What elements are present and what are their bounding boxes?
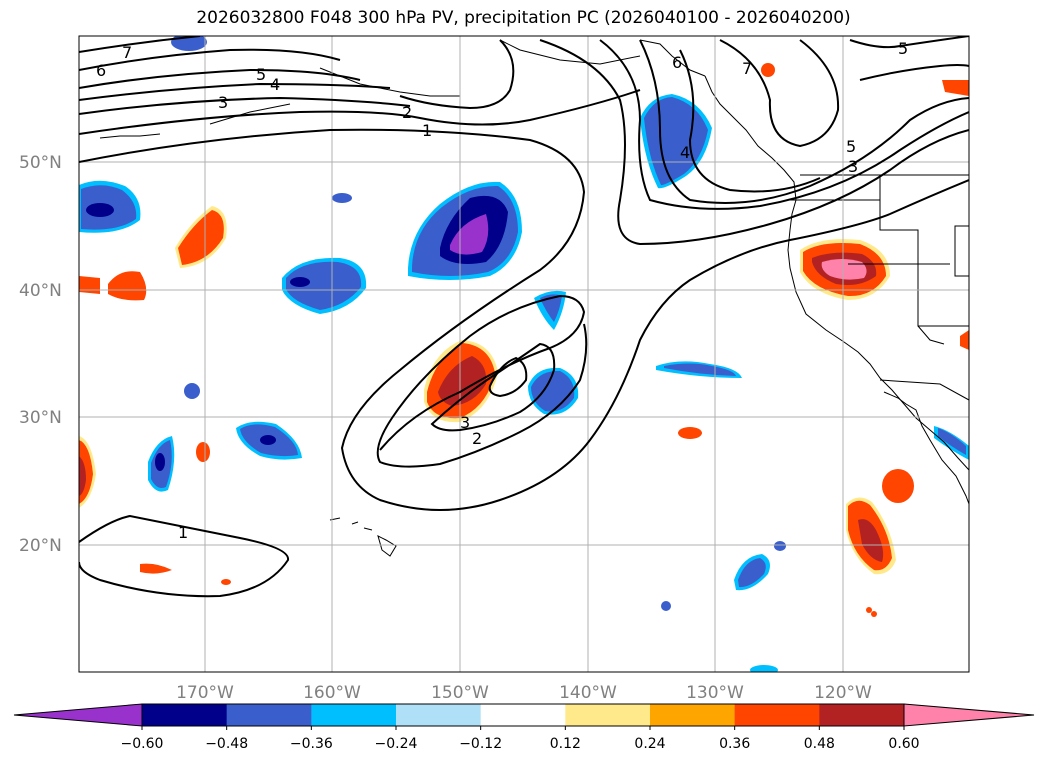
pv-contour-line <box>79 48 341 71</box>
contour-label: 3 <box>460 413 470 432</box>
contour-label: 4 <box>680 143 690 162</box>
map-panel: 7 6 5 4 3 2 1 5 6 7 4 5 3 3 2 1 <box>79 36 969 672</box>
latitude-labels: 50°N 40°N 30°N 20°N <box>19 153 62 556</box>
precip-blob-neg <box>184 383 200 399</box>
colorbar-cell <box>734 704 820 726</box>
longitude-label: 120°W <box>814 683 872 703</box>
contour-label: 7 <box>122 43 132 62</box>
precip-blob-neg <box>282 257 367 314</box>
colorbar-extend-high <box>903 703 1035 727</box>
precip-blob-pos <box>140 63 969 617</box>
longitude-label: 130°W <box>686 683 744 703</box>
pv-contour-line <box>859 64 969 81</box>
pv-contour-line <box>719 39 840 148</box>
pv-contour-line <box>679 49 821 193</box>
contour-label: 1 <box>178 523 188 542</box>
pv-contour-line <box>849 36 969 49</box>
precip-blob-neg <box>148 436 175 492</box>
contour-label: 3 <box>848 157 858 176</box>
latitude-label: 30°N <box>19 408 62 428</box>
colorbar-cell <box>226 704 312 726</box>
contour-label: 3 <box>218 93 228 112</box>
pv-contour-line <box>79 96 411 115</box>
precip-blob-neg <box>528 367 579 415</box>
colorbar-tick-label: −0.12 <box>459 736 502 752</box>
colorbar-cell <box>819 704 905 726</box>
precip-blob-pos <box>800 239 890 300</box>
precipitation-fill-layer <box>79 36 969 672</box>
contour-label: 6 <box>672 53 682 72</box>
colorbar: −0.60 −0.48 −0.36 −0.24 −0.12 0.12 0.24 0.36 0.4… <box>13 703 1035 752</box>
colorbar-ticks: −0.60 −0.48 −0.36 −0.24 −0.12 0.12 0.24 0.36 0.4… <box>121 726 920 752</box>
colorbar-tick-label: −0.24 <box>375 736 418 752</box>
colorbar-tick-label: 0.48 <box>804 736 835 752</box>
contour-label: 6 <box>96 61 106 80</box>
colorbar-tick-label: −0.36 <box>290 736 333 752</box>
pv-contour-line <box>79 82 391 101</box>
latitude-label: 50°N <box>19 153 62 173</box>
coastline-layer <box>99 39 969 557</box>
contour-label: 7 <box>742 59 752 78</box>
pv-contour-line <box>79 514 289 598</box>
precip-blob-neg <box>934 426 969 460</box>
colorbar-extend-low <box>13 703 143 727</box>
pv-contour-line <box>599 39 969 210</box>
pv-contour-line <box>539 39 969 246</box>
colorbar-cell <box>142 704 228 726</box>
latitude-label: 40°N <box>19 281 62 301</box>
pv-contour-line <box>488 356 528 398</box>
precip-blob-neg <box>656 361 742 378</box>
contour-label: 2 <box>402 103 412 122</box>
contour-label: 4 <box>270 75 280 94</box>
longitude-label: 160°W <box>303 683 361 703</box>
pv-contour-line <box>639 39 969 204</box>
colorbar-cell <box>396 704 482 726</box>
pv-contour-line <box>79 89 641 135</box>
colorbar-cells <box>142 704 905 726</box>
contour-label: 2 <box>472 429 482 448</box>
colorbar-tick-label: 0.24 <box>634 736 665 752</box>
contour-label: 5 <box>256 65 266 84</box>
longitude-label: 140°W <box>559 683 617 703</box>
colorbar-frame <box>141 703 905 727</box>
gridlines <box>79 36 969 672</box>
pv-contour-line <box>79 36 201 53</box>
map-frame <box>78 35 970 673</box>
colorbar-cell <box>650 704 736 726</box>
precip-blob-neg <box>171 36 207 51</box>
contour-label: 1 <box>422 121 432 140</box>
precip-blob-neg <box>661 541 786 672</box>
colorbar-tick-label: 0.12 <box>550 736 581 752</box>
contour-labels: 7 6 5 4 3 2 1 5 6 7 4 5 3 3 2 1 <box>96 39 908 542</box>
precip-blob-pos <box>79 436 96 508</box>
longitude-label: 150°W <box>431 683 489 703</box>
precip-blob-pos <box>846 497 896 575</box>
precip-blob-neg <box>236 421 302 460</box>
map-title: 2026032800 F048 300 hPa PV, precipitatio… <box>196 8 851 28</box>
pv-contour-line <box>430 342 556 432</box>
pv-contour-line <box>79 128 969 511</box>
pv-contour-line <box>399 39 515 110</box>
pv-contour-line <box>79 68 361 89</box>
precip-blob-pos <box>175 206 227 268</box>
latitude-label: 20°N <box>19 536 62 556</box>
colorbar-tick-label: 0.60 <box>888 736 919 752</box>
longitude-labels: 170°W 160°W 150°W 140°W 130°W 120°W <box>176 683 872 703</box>
colorbar-tick-label: −0.60 <box>121 736 164 752</box>
colorbar-cell <box>311 704 397 726</box>
precip-blob-neg <box>332 193 352 203</box>
contour-label: 5 <box>846 137 856 156</box>
colorbar-cell <box>480 704 566 726</box>
longitude-label: 170°W <box>176 683 234 703</box>
pv-contour-layer <box>79 36 969 598</box>
colorbar-tick-label: −0.48 <box>205 736 248 752</box>
colorbar-tick-label: 0.36 <box>719 736 750 752</box>
contour-label: 5 <box>898 39 908 58</box>
colorbar-cell <box>565 704 651 726</box>
precip-blob-neg <box>79 180 141 233</box>
